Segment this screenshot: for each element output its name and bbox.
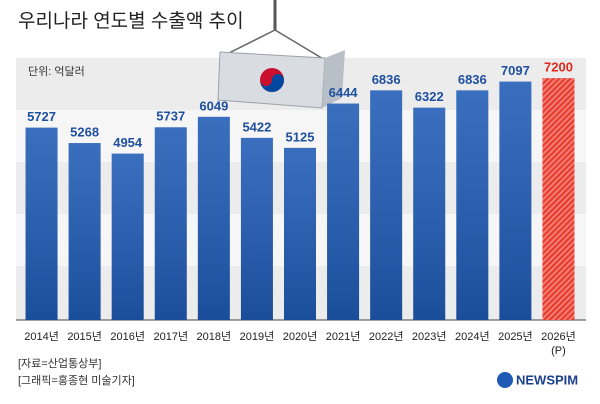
- value-label: 5737: [156, 109, 185, 124]
- bar-shade: [413, 107, 446, 321]
- value-label: 5125: [286, 129, 315, 144]
- x-tick-label: 2017년: [153, 330, 188, 343]
- x-tick-label: 2015년: [67, 330, 102, 343]
- value-label: 6322: [415, 89, 444, 104]
- bar-shade: [284, 147, 316, 320]
- value-label: 5268: [70, 124, 99, 139]
- value-label: 6444: [329, 85, 359, 100]
- x-tick-label: 2024년: [455, 330, 490, 343]
- bar-shade: [370, 90, 403, 320]
- bar-shade: [499, 81, 532, 320]
- bar-shade: [68, 143, 101, 320]
- bar-shade: [327, 103, 360, 320]
- x-tick-note: (P): [551, 345, 566, 357]
- x-tick-label: 2026년: [541, 330, 576, 343]
- bar-shade: [240, 137, 273, 320]
- value-label: 7200: [544, 60, 573, 75]
- logo: NEWSPIM: [516, 372, 578, 387]
- bar-shade: [542, 78, 575, 321]
- x-tick-label: 2025년: [498, 330, 533, 343]
- x-tick-label: 2023년: [412, 330, 447, 343]
- bar-shade: [456, 90, 489, 320]
- bar-shade: [25, 127, 58, 321]
- x-tick-label: 2014년: [24, 330, 59, 343]
- x-tick-label: 2018년: [197, 330, 232, 343]
- value-label: 6049: [199, 98, 228, 113]
- x-tick-label: 2020년: [283, 330, 318, 343]
- value-label: 6836: [458, 72, 487, 87]
- chart-title: 우리나라 연도별 수출액 추이: [18, 10, 244, 32]
- bar-shade: [111, 153, 144, 320]
- value-label: 4954: [113, 135, 143, 150]
- credit: [그래픽=홍종현 미술기자]: [18, 373, 135, 387]
- x-tick-label: 2022년: [369, 330, 404, 343]
- value-label: 6836: [372, 72, 401, 87]
- bar-shade: [154, 127, 187, 320]
- source: [자료=산업통상부]: [18, 357, 101, 370]
- value-label: 7097: [501, 63, 530, 78]
- bar-shade: [197, 116, 230, 320]
- unit-label: 단위: 억달러: [28, 65, 85, 78]
- container-illustration: [217, 0, 345, 109]
- x-tick-label: 2016년: [110, 330, 145, 343]
- value-label: 5727: [27, 109, 56, 124]
- x-tick-label: 2019년: [240, 330, 275, 343]
- logo-icon: [497, 372, 513, 388]
- x-tick-label: 2021년: [326, 330, 361, 343]
- value-label: 5422: [242, 119, 271, 134]
